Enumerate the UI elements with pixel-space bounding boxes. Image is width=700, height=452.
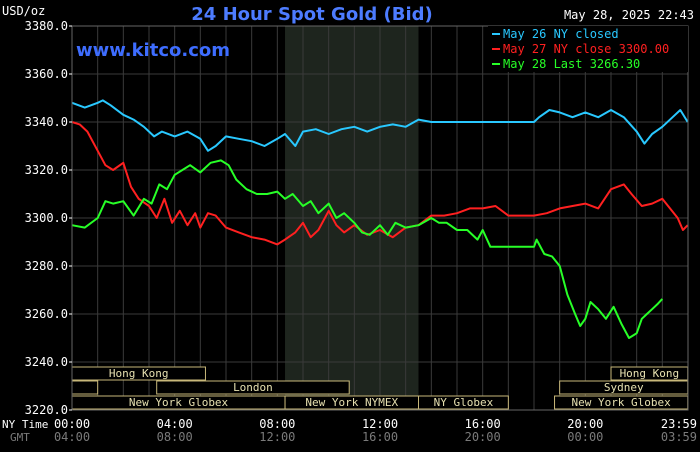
ny-time-label: NY Time xyxy=(2,418,48,431)
y-tick-label: 3300.0 xyxy=(25,211,68,225)
series-line-3 xyxy=(71,159,664,339)
x-tick-gmt: 12:00 xyxy=(259,430,295,444)
x-tick-ny: 12:00 xyxy=(362,417,398,431)
session-label: Hong Kong xyxy=(620,367,680,380)
session-label: London xyxy=(233,381,273,394)
x-tick-ny: 04:00 xyxy=(157,417,193,431)
session-label: NY Globex xyxy=(434,396,494,409)
unit-label: USD/oz xyxy=(2,4,45,18)
gmt-label: GMT xyxy=(10,431,30,444)
legend-box xyxy=(488,26,688,72)
session-label: New York Globex xyxy=(571,396,671,409)
session-bar xyxy=(418,395,509,410)
x-tick-gmt: 20:00 xyxy=(465,430,501,444)
y-tick-label: 3280.0 xyxy=(25,259,68,273)
trading-sessions: Hong Kong Hong Kong London Sydney New York G… xyxy=(71,366,689,410)
x-tick-ny: 23:59 xyxy=(661,417,697,431)
y-tick-label: 3240.0 xyxy=(25,355,68,369)
y-tick-label: 3380.0 xyxy=(25,19,68,33)
legend-entry: May 27 NY close 3300.00 xyxy=(503,42,669,56)
x-tick-gmt: 03:59 xyxy=(661,430,697,444)
y-tick-label: 3220.0 xyxy=(25,403,68,417)
session-label: New York Globex xyxy=(129,396,229,409)
x-tick-ny: 08:00 xyxy=(259,417,295,431)
series-lines xyxy=(71,99,689,339)
x-tick-gmt: 04:00 xyxy=(54,430,90,444)
x-axis-ticks: 00:0004:0004:0008:0008:0012:0012:0016:00… xyxy=(54,417,697,444)
x-tick-gmt: 00:00 xyxy=(567,430,603,444)
session-label: Sydney xyxy=(604,381,644,394)
series-line-2 xyxy=(71,121,689,246)
legend-entry: May 26 NY closed xyxy=(503,27,619,41)
timestamp: May 28, 2025 22:43 xyxy=(564,8,694,22)
x-tick-ny: 20:00 xyxy=(567,417,603,431)
x-tick-ny: 00:00 xyxy=(54,417,90,431)
y-axis-ticks: 3380.0 3360.0 3340.0 3320.0 3300.0 3280.0 3260… xyxy=(25,19,72,417)
session-bar xyxy=(156,380,350,395)
y-tick-label: 3260.0 xyxy=(25,307,68,321)
x-tick-gmt: 08:00 xyxy=(157,430,193,444)
session-bar xyxy=(71,380,99,395)
legend-entry: May 28 Last 3266.30 xyxy=(503,57,640,71)
chart-title: 24 Hour Spot Gold (Bid) xyxy=(191,4,432,25)
session-label: New York NYMEX xyxy=(305,396,398,409)
session-label: Hong Kong xyxy=(109,367,169,380)
series-line-1 xyxy=(71,99,689,152)
x-tick-ny: 16:00 xyxy=(465,417,501,431)
y-tick-label: 3320.0 xyxy=(25,163,68,177)
y-tick-label: 3360.0 xyxy=(25,67,68,81)
y-tick-label: 3340.0 xyxy=(25,115,68,129)
watermark: www.kitco.com xyxy=(76,40,230,61)
x-tick-gmt: 16:00 xyxy=(362,430,398,444)
